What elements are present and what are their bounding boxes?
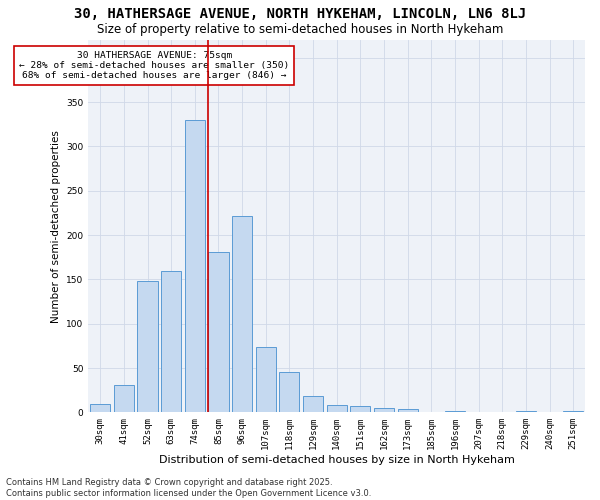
Text: Contains HM Land Registry data © Crown copyright and database right 2025.
Contai: Contains HM Land Registry data © Crown c…: [6, 478, 371, 498]
Text: 30, HATHERSAGE AVENUE, NORTH HYKEHAM, LINCOLN, LN6 8LJ: 30, HATHERSAGE AVENUE, NORTH HYKEHAM, LI…: [74, 8, 526, 22]
Bar: [114, 385, 134, 412]
Y-axis label: Number of semi-detached properties: Number of semi-detached properties: [51, 130, 61, 322]
Bar: [161, 272, 181, 412]
Bar: [90, 404, 110, 412]
Bar: [303, 396, 323, 412]
X-axis label: Distribution of semi-detached houses by size in North Hykeham: Distribution of semi-detached houses by …: [159, 455, 515, 465]
Bar: [326, 405, 347, 412]
Bar: [280, 372, 299, 412]
Bar: [374, 408, 394, 412]
Bar: [350, 406, 370, 412]
Bar: [208, 252, 229, 412]
Bar: [256, 346, 276, 412]
Text: 30 HATHERSAGE AVENUE: 75sqm
← 28% of semi-detached houses are smaller (350)
68% : 30 HATHERSAGE AVENUE: 75sqm ← 28% of sem…: [19, 50, 289, 80]
Text: Size of property relative to semi-detached houses in North Hykeham: Size of property relative to semi-detach…: [97, 22, 503, 36]
Bar: [563, 410, 583, 412]
Bar: [185, 120, 205, 412]
Bar: [232, 216, 252, 412]
Bar: [137, 281, 158, 412]
Bar: [398, 409, 418, 412]
